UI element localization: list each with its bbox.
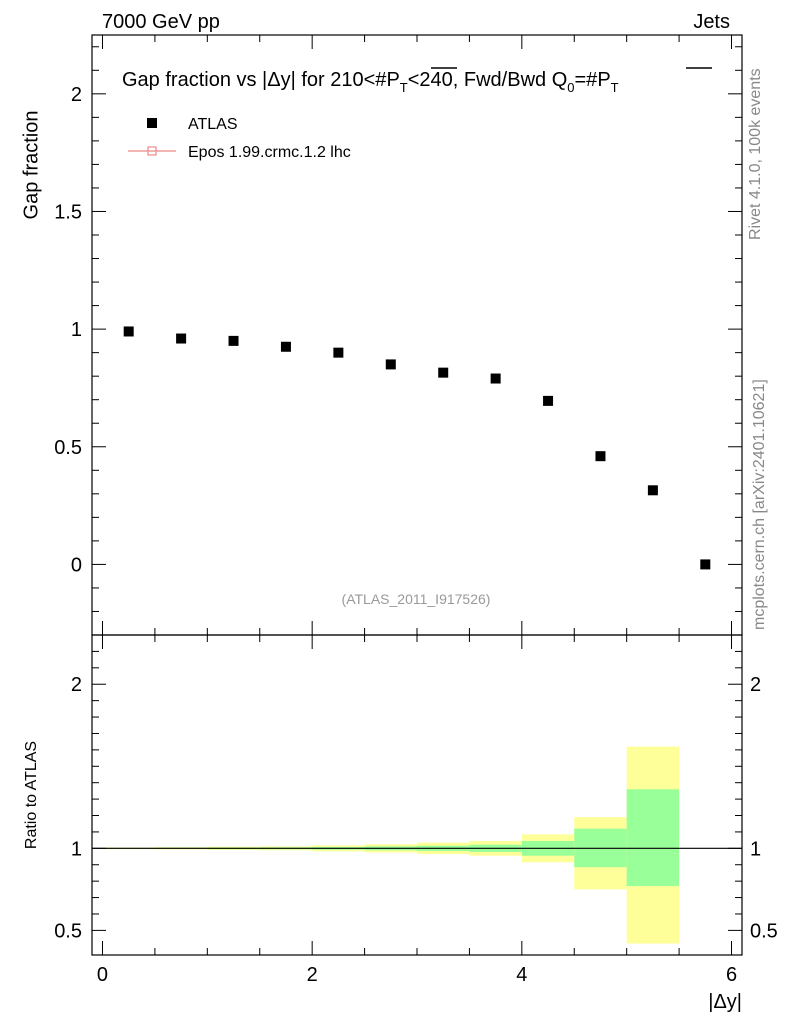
- legend-mc-marker: [147, 146, 157, 156]
- analysis-watermark: (ATLAS_2011_I917526): [342, 591, 491, 607]
- upper-panel: 0 0.5 1 1.5 2 Gap fraction vs |Δy| for 210<#…: [20, 34, 743, 636]
- lower-y-tick-label: 2: [71, 674, 82, 696]
- atlas-point: [333, 347, 344, 358]
- atlas-point: [228, 335, 239, 346]
- upper-x-ticks: [101, 35, 733, 635]
- lower-y-tick-label-right: 0.5: [750, 920, 778, 942]
- upper-y-axis: 0 0.5 1 1.5 2: [54, 46, 742, 612]
- rivet-label: Rivet 4.1.0, 100k events: [747, 68, 764, 240]
- lower-y-tick-label: 0.5: [54, 920, 82, 942]
- lower-y-tick-label-right: 1: [750, 838, 761, 860]
- lower-y-tick-label-right: 2: [750, 674, 761, 696]
- atlas-point: [700, 559, 711, 570]
- lower-x-axis: 0 2 4 6: [97, 635, 737, 986]
- x-axis-label: |Δy|: [708, 991, 742, 1013]
- lower-y-axis: 0.5 0.5 1 1 2 2: [54, 650, 778, 942]
- title-mid: <240, Fwd/Bwd Q: [408, 69, 568, 91]
- title-p: P: [386, 69, 399, 91]
- x-tick-label: 6: [726, 964, 737, 986]
- title-p2: P: [597, 69, 610, 91]
- plot-title: Gap fraction vs |Δy| for 210<#PT<240, Fw…: [122, 69, 619, 95]
- ratio-band-inner: [626, 789, 680, 887]
- legend-mc-label: Epos 1.99.crmc.1.2 lhc: [188, 144, 351, 161]
- atlas-point: [647, 485, 658, 496]
- title-t: T: [400, 80, 408, 95]
- atlas-point: [490, 373, 501, 384]
- ratio-bands: [102, 746, 680, 944]
- atlas-point: [438, 367, 449, 378]
- atlas-point: [385, 359, 396, 370]
- title-main: Gap fraction vs |Δy| for 210<#: [122, 69, 387, 91]
- upper-y-tick-label: 1.5: [54, 201, 82, 223]
- atlas-point: [280, 341, 291, 352]
- header-right: Jets: [693, 11, 730, 33]
- x-tick-label: 4: [516, 964, 527, 986]
- lower-y-tick-label: 1: [71, 838, 82, 860]
- legend-atlas-label: ATLAS: [188, 116, 238, 133]
- upper-y-tick-label: 1: [71, 319, 82, 341]
- mcplots-label: mcplots.cern.ch [arXiv:2401.10621]: [751, 379, 768, 630]
- atlas-point: [595, 451, 606, 462]
- header-left: 7000 GeV pp: [102, 11, 220, 33]
- title-eq: =#: [575, 69, 599, 91]
- upper-y-tick-label: 0.5: [54, 437, 82, 459]
- x-tick-label: 2: [307, 964, 318, 986]
- lower-panel: 0.5 0.5 1 1 2 2 0 2 4 6 Ratio to ATLAS |Δy|: [23, 634, 778, 1013]
- lower-y-label: Ratio to ATLAS: [23, 741, 40, 849]
- atlas-data-points: [123, 326, 711, 570]
- title-sub0: 0: [567, 80, 574, 95]
- title-t2: T: [611, 80, 619, 95]
- atlas-point: [123, 326, 134, 337]
- upper-y-tick-label: 2: [71, 84, 82, 106]
- upper-y-label: Gap fraction: [20, 111, 42, 220]
- atlas-point: [176, 333, 187, 344]
- x-tick-label: 0: [97, 964, 108, 986]
- upper-y-tick-label: 0: [71, 554, 82, 576]
- atlas-point: [543, 395, 554, 406]
- legend-atlas-marker: [147, 118, 157, 128]
